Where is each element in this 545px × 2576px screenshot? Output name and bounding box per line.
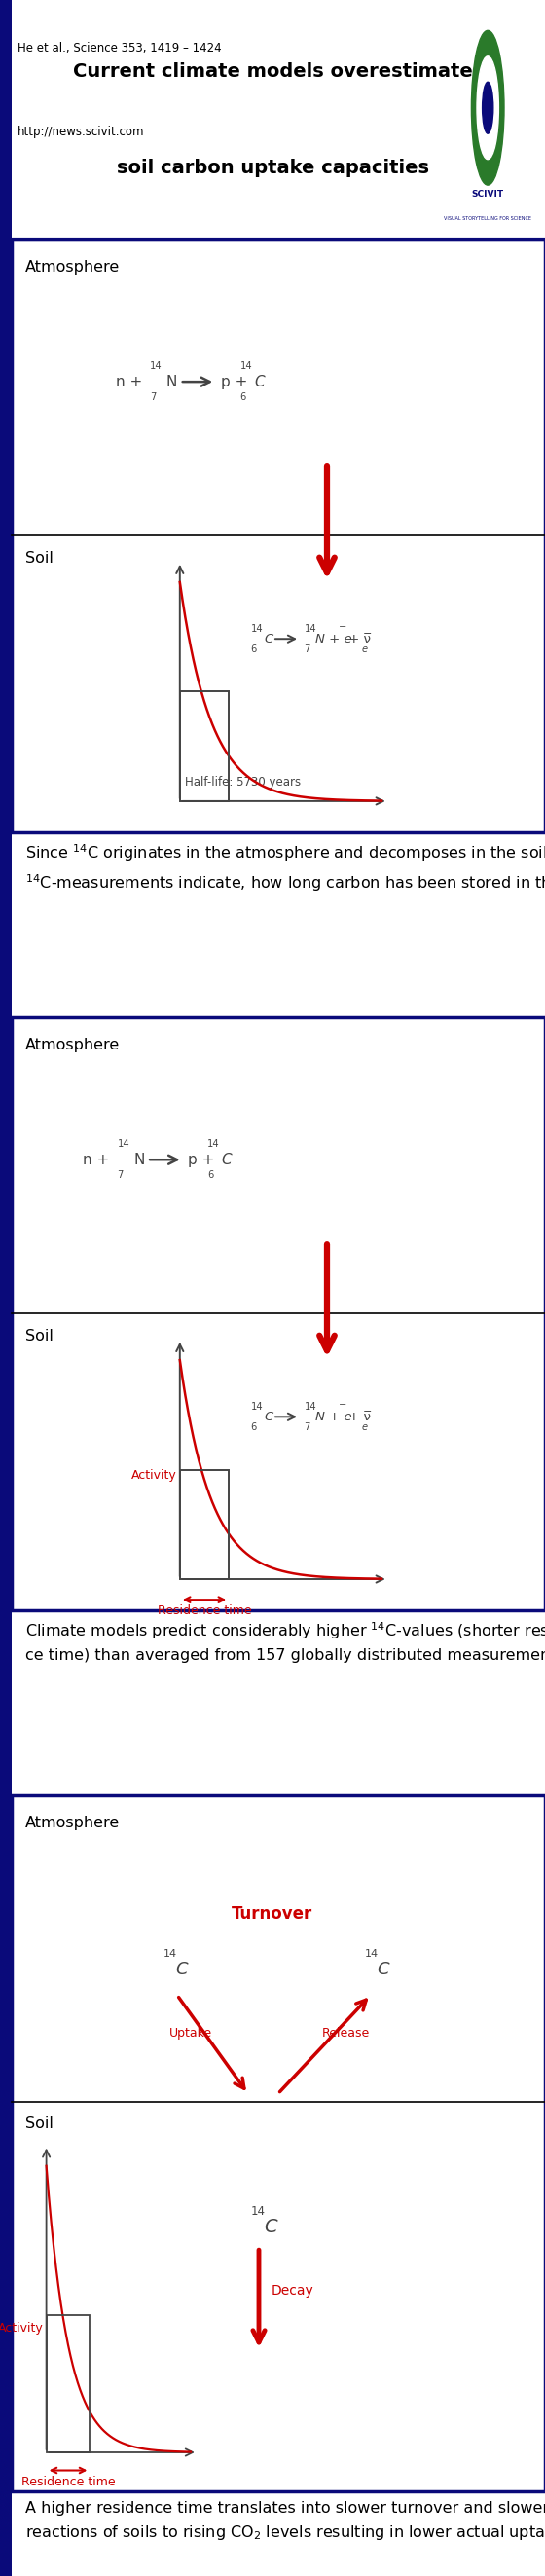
Text: 7: 7: [117, 1170, 123, 1180]
Text: Residence time: Residence time: [21, 2476, 115, 2488]
Text: 14: 14: [251, 1401, 263, 1412]
Circle shape: [471, 31, 504, 185]
Text: Residence time: Residence time: [158, 1605, 251, 1618]
Text: + ν̅: + ν̅: [345, 634, 371, 644]
Text: Atmosphere: Atmosphere: [26, 1038, 120, 1054]
Text: Release: Release: [322, 2027, 370, 2040]
Text: 14: 14: [251, 623, 263, 634]
Text: 14: 14: [164, 1950, 177, 1958]
Text: n +: n +: [83, 1151, 114, 1167]
Bar: [12, 1018, 545, 1610]
Text: N: N: [134, 1151, 144, 1167]
Text: Activity: Activity: [132, 1468, 177, 1481]
Text: 6: 6: [251, 644, 257, 654]
Text: 14: 14: [304, 623, 317, 634]
Text: 14: 14: [240, 361, 252, 371]
Text: Turnover: Turnover: [232, 1904, 313, 1922]
Text: Climate models predict considerably higher $^{14}$C-values (shorter residence-
c: Climate models predict considerably high…: [26, 1620, 545, 1662]
Circle shape: [482, 82, 493, 134]
Text: e: e: [361, 1422, 367, 1432]
Text: Half-life: 5730 years: Half-life: 5730 years: [185, 775, 301, 788]
Text: Uptake: Uptake: [169, 2027, 212, 2040]
Text: VISUAL STORYTELLING FOR SCIENCE: VISUAL STORYTELLING FOR SCIENCE: [444, 216, 531, 222]
Text: Current climate models overestimate: Current climate models overestimate: [72, 62, 473, 80]
Text: He et al., Science 353, 1419 – 1424: He et al., Science 353, 1419 – 1424: [17, 41, 221, 54]
Text: SCIVIT: SCIVIT: [471, 191, 504, 198]
Bar: [0, 0, 12, 2576]
Text: −: −: [339, 1399, 347, 1409]
Text: Activity: Activity: [0, 2324, 44, 2334]
Text: p +: p +: [188, 1151, 220, 1167]
Text: 14: 14: [117, 1139, 130, 1149]
Text: 14: 14: [150, 361, 162, 371]
Bar: [12, 1795, 545, 2491]
Text: 7: 7: [304, 644, 310, 654]
Bar: [180, 1468, 229, 1579]
Bar: [180, 690, 229, 801]
Text: −: −: [339, 621, 347, 631]
Text: n +: n +: [116, 374, 147, 389]
Text: A higher residence time translates into slower turnover and slower
reactions of : A higher residence time translates into …: [26, 2501, 545, 2543]
Circle shape: [477, 57, 499, 160]
Text: N + e: N + e: [315, 1412, 352, 1422]
Text: 14: 14: [304, 1401, 317, 1412]
Text: N + e: N + e: [315, 634, 352, 644]
Text: Decay: Decay: [271, 2285, 313, 2298]
Text: 14: 14: [365, 1950, 379, 1958]
Text: e: e: [361, 644, 367, 654]
Text: C: C: [264, 634, 274, 644]
Text: soil carbon uptake capacities: soil carbon uptake capacities: [116, 160, 429, 178]
Text: C: C: [377, 1960, 390, 1978]
Text: 7: 7: [304, 1422, 310, 1432]
Bar: [46, 2316, 90, 2452]
Text: Soil: Soil: [26, 1329, 54, 1345]
Text: C: C: [175, 1960, 188, 1978]
Text: 6: 6: [240, 392, 246, 402]
Text: C: C: [264, 1412, 274, 1422]
Text: C: C: [221, 1151, 232, 1167]
Text: 14: 14: [207, 1139, 220, 1149]
Text: + ν̅: + ν̅: [345, 1412, 371, 1422]
Text: Atmosphere: Atmosphere: [26, 1816, 120, 1832]
Text: Soil: Soil: [26, 551, 54, 567]
Text: 14: 14: [251, 2205, 265, 2218]
Text: C: C: [254, 374, 264, 389]
Text: 7: 7: [150, 392, 156, 402]
Text: C: C: [264, 2218, 277, 2236]
Text: Soil: Soil: [26, 2117, 54, 2130]
Text: N: N: [166, 374, 177, 389]
Text: Atmosphere: Atmosphere: [26, 260, 120, 276]
Text: 6: 6: [251, 1422, 257, 1432]
Bar: [12, 240, 545, 832]
Text: Since $^{14}$C originates in the atmosphere and decomposes in the soil,
$^{14}$C: Since $^{14}$C originates in the atmosph…: [26, 842, 545, 894]
Text: p +: p +: [221, 374, 252, 389]
Text: http://news.scivit.com: http://news.scivit.com: [17, 126, 144, 139]
Text: 6: 6: [207, 1170, 213, 1180]
